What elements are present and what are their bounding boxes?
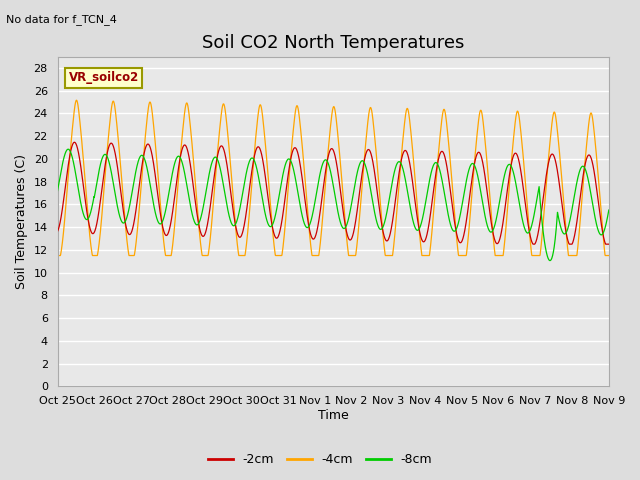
Line: -2cm: -2cm — [58, 142, 609, 244]
-4cm — [493, 252, 501, 258]
-4cm — [572, 252, 579, 258]
-8cm — [207, 161, 215, 167]
-2cm — [572, 226, 580, 231]
Line: -8cm: -8cm — [58, 149, 609, 261]
-8cm — [572, 185, 580, 191]
-2cm — [605, 241, 612, 247]
-2cm — [529, 241, 537, 247]
Y-axis label: Soil Temperatures (C): Soil Temperatures (C) — [15, 154, 28, 289]
-2cm — [349, 231, 357, 237]
-8cm — [557, 224, 564, 229]
-8cm — [349, 191, 357, 197]
X-axis label: Time: Time — [318, 409, 349, 422]
-2cm — [54, 228, 61, 234]
-4cm — [605, 252, 612, 258]
-4cm — [349, 252, 357, 258]
Legend: -2cm, -4cm, -8cm: -2cm, -4cm, -8cm — [203, 448, 437, 471]
-2cm — [70, 139, 78, 145]
-4cm — [556, 159, 564, 165]
-8cm — [65, 146, 72, 152]
Text: No data for f_TCN_4: No data for f_TCN_4 — [6, 14, 117, 25]
-2cm — [362, 154, 369, 159]
-4cm — [207, 222, 215, 228]
Text: VR_soilco2: VR_soilco2 — [68, 72, 139, 84]
Title: Soil CO2 North Temperatures: Soil CO2 North Temperatures — [202, 34, 465, 52]
-2cm — [493, 240, 501, 246]
-8cm — [362, 162, 369, 168]
-8cm — [605, 207, 612, 213]
Line: -4cm: -4cm — [58, 100, 609, 255]
-4cm — [54, 252, 61, 258]
-8cm — [493, 210, 501, 216]
-4cm — [362, 145, 369, 151]
-2cm — [557, 190, 564, 196]
-8cm — [547, 258, 554, 264]
-8cm — [54, 188, 61, 193]
-2cm — [207, 194, 215, 200]
-4cm — [72, 97, 80, 103]
